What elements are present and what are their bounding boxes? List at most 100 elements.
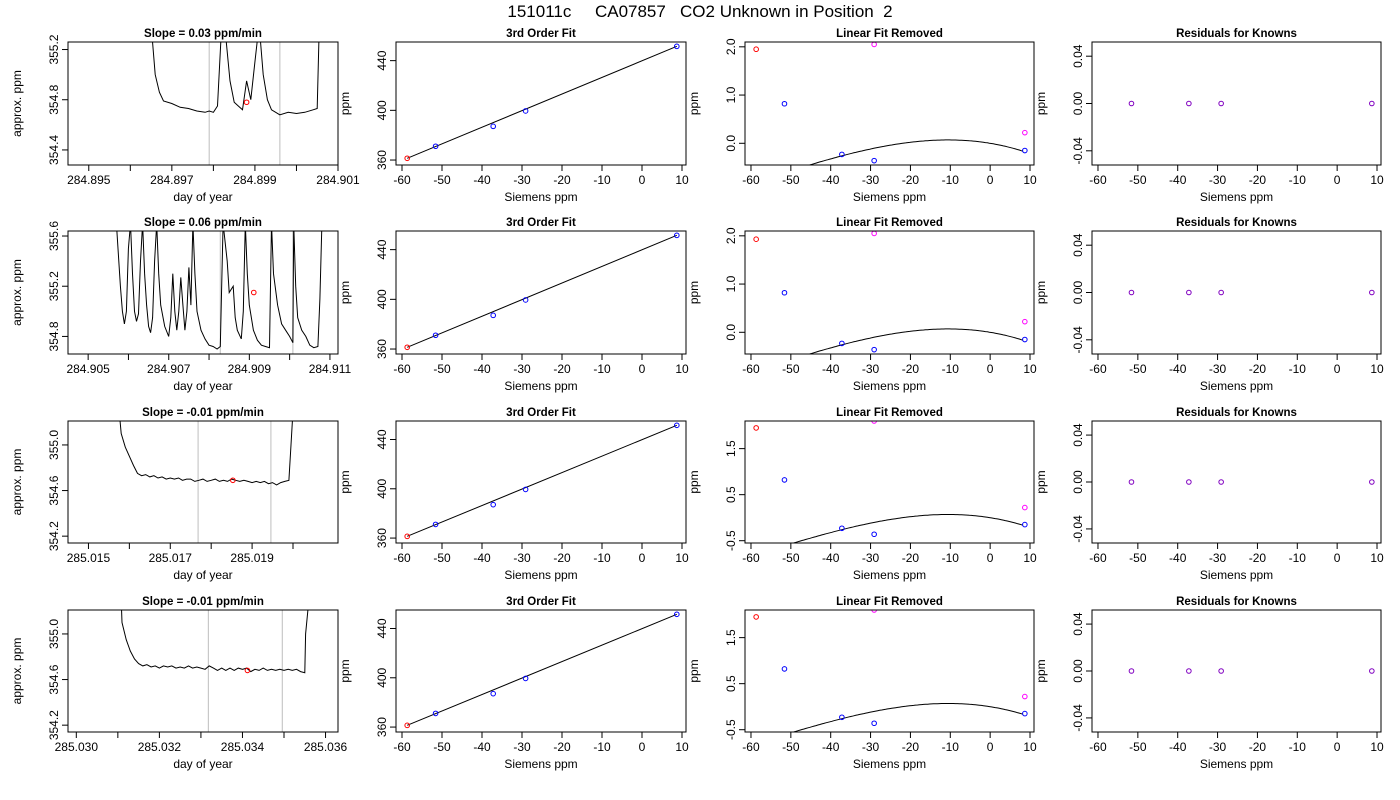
plot-frame <box>395 230 687 355</box>
residual-curve <box>791 703 1024 732</box>
x-tick-label: 285.030 <box>55 740 99 754</box>
standard-point <box>1022 147 1028 154</box>
residual-point <box>1186 479 1192 485</box>
x-axis-label: Siemens ppm <box>1200 757 1273 771</box>
panel-title: Linear Fit Removed <box>836 28 943 40</box>
y-tick-label: 2.0 <box>724 38 738 55</box>
plot-frame <box>67 609 339 733</box>
x-axis-label: Siemens ppm <box>504 568 577 582</box>
unknown-point <box>243 99 250 106</box>
residual-point <box>1186 668 1192 674</box>
y-tick-label: 0.04 <box>1071 233 1085 257</box>
x-tick-label: -20 <box>1249 362 1267 376</box>
y-tick-label: 355.6 <box>47 221 61 251</box>
y-tick-label: 440 <box>375 50 389 70</box>
x-tick-label: -20 <box>553 551 571 565</box>
panel-r1c2: 3rd Order Fit -60 -50 -40 -30 -20 -10 0 10 360 400… <box>338 28 689 204</box>
x-tick-label: -30 <box>862 362 880 376</box>
y-tick-label: 400 <box>375 478 389 498</box>
x-tick-label: -30 <box>1209 362 1227 376</box>
y-axis-label: approx. ppm <box>10 70 24 137</box>
x-tick-label: -30 <box>1209 173 1227 187</box>
y-axis-label: ppm <box>338 281 352 304</box>
standard-point <box>432 710 439 717</box>
removed-point <box>1022 693 1028 700</box>
panel-r1c1: Slope = 0.03 ppm/min 284.895 284.897 284.89… <box>10 28 360 204</box>
x-tick-label: -30 <box>862 740 880 754</box>
x-tick-label: -40 <box>473 551 491 565</box>
y-axis-label: ppm <box>687 281 701 304</box>
standard-point <box>490 123 497 130</box>
standard-point <box>839 714 845 721</box>
plot-content <box>1128 479 1375 485</box>
standard-point <box>490 312 497 319</box>
x-tick-label: -40 <box>473 740 491 754</box>
y-tick-label: -0.04 <box>1071 137 1085 165</box>
y-axis-label: ppm <box>1034 659 1048 682</box>
panel-r3c4: Residuals for Knowns -60 -50 -40 -30 -20 -10 0 1… <box>1034 407 1384 582</box>
residual-point <box>1369 668 1375 674</box>
x-tick-label: -50 <box>1129 173 1147 187</box>
plot-frame <box>395 420 687 544</box>
x-tick-label: 0 <box>987 551 994 565</box>
panel-title: 3rd Order Fit <box>506 407 576 419</box>
x-tick-label: 284.899 <box>233 173 277 187</box>
x-tick-label: 0 <box>639 173 646 187</box>
x-tick-label: 0 <box>987 362 994 376</box>
panel-title: 3rd Order Fit <box>506 217 576 229</box>
x-tick-label: 10 <box>675 740 689 754</box>
panel-title: Residuals for Knowns <box>1176 407 1297 419</box>
x-tick-label: -50 <box>782 740 800 754</box>
x-tick-label: -50 <box>433 173 451 187</box>
x-tick-label: 10 <box>675 362 689 376</box>
x-tick-label: 10 <box>1370 740 1384 754</box>
y-tick-label: 0.04 <box>1071 423 1085 447</box>
y-tick-label: 2.0 <box>724 227 738 244</box>
removed-point <box>1022 504 1028 511</box>
x-tick-label: 10 <box>675 173 689 187</box>
x-tick-label: 10 <box>1370 362 1384 376</box>
y-axis-label: approx. ppm <box>10 638 24 705</box>
x-tick-label: -30 <box>1209 551 1227 565</box>
standard-point <box>674 43 680 50</box>
y-tick-label: 354.4 <box>47 135 61 165</box>
removed-point <box>1022 129 1028 136</box>
standard-point <box>871 157 877 164</box>
x-tick-label: -40 <box>1169 551 1187 565</box>
y-tick-label: 440 <box>375 618 389 638</box>
plot-content <box>404 232 680 351</box>
x-axis-label: day of year <box>173 379 232 393</box>
panel-title: Linear Fit Removed <box>836 407 943 419</box>
x-tick-label: 0 <box>1334 551 1341 565</box>
residual-point <box>1186 289 1192 296</box>
y-tick-label: 400 <box>375 289 389 309</box>
x-tick-label: -60 <box>393 362 411 376</box>
standard-point <box>490 690 497 697</box>
y-tick-label: 360 <box>375 717 389 737</box>
x-tick-label: 284.907 <box>147 362 191 376</box>
x-tick-label: -50 <box>782 551 800 565</box>
residual-point <box>1218 100 1224 107</box>
x-tick-label: -50 <box>433 740 451 754</box>
unknown-point <box>404 533 411 540</box>
x-tick-label: -50 <box>1129 551 1147 565</box>
x-tick-label: 0 <box>1334 362 1341 376</box>
y-tick-label: 354.2 <box>47 521 61 551</box>
panel-r4c4: Residuals for Knowns -60 -50 -40 -30 -20 -10 0 1… <box>1034 596 1384 771</box>
panel-title: Residuals for Knowns <box>1176 596 1297 608</box>
residual-point <box>1128 100 1135 107</box>
x-tick-label: -60 <box>742 551 760 565</box>
x-tick-label: -60 <box>742 173 760 187</box>
plot-frame <box>1091 230 1382 355</box>
x-tick-label: 285.019 <box>230 551 274 565</box>
residual-curve <box>807 139 1024 165</box>
x-tick-label: -40 <box>1169 740 1187 754</box>
panel-r1c3: Linear Fit Removed -60 -50 -40 -30 -20 -10 0 10 0… <box>687 28 1037 204</box>
standard-point <box>1022 521 1028 528</box>
y-tick-label: 360 <box>375 150 389 170</box>
residual-point <box>1128 289 1135 296</box>
y-tick-label: 0.00 <box>1071 659 1085 683</box>
plot-frame <box>1091 609 1382 733</box>
residual-point <box>1218 479 1224 485</box>
x-axis-label: Siemens ppm <box>1200 568 1273 582</box>
